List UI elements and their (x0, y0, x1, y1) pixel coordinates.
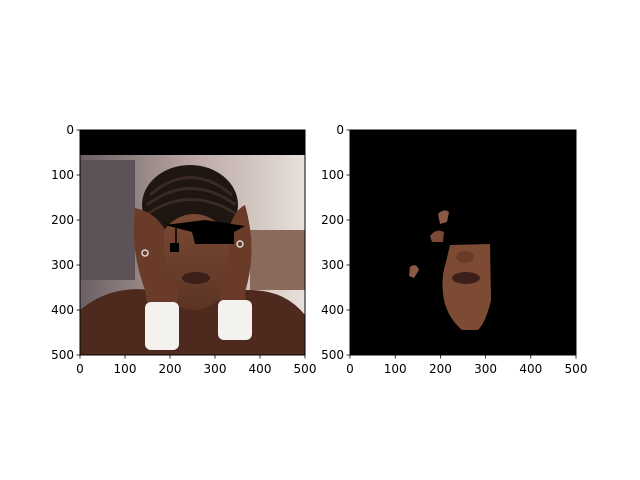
left-y-tick-label: 400 (51, 303, 74, 317)
right-y-tick-label: 0 (336, 123, 344, 137)
right-x-tick-label: 400 (519, 362, 542, 376)
mask-nose (456, 251, 474, 263)
mask-fragment (409, 265, 419, 278)
right-x-tick-label: 100 (384, 362, 407, 376)
right-x-tick-label: 500 (565, 362, 588, 376)
left-y-tick-label: 100 (51, 168, 74, 182)
mask-lips (452, 272, 480, 284)
right-x-tick-label: 0 (346, 362, 354, 376)
left-x-tick-label: 200 (159, 362, 182, 376)
right-y-tick-label: 400 (321, 303, 344, 317)
right-mask (350, 130, 576, 355)
left-x-tick-label: 0 (76, 362, 84, 376)
left-y-tick-label: 500 (51, 348, 74, 362)
mask-face (442, 244, 491, 330)
left-axes-frame (79, 129, 306, 356)
left-x-tick-label: 400 (249, 362, 272, 376)
mask-fragment (438, 210, 449, 224)
right-y-tick-label: 100 (321, 168, 344, 182)
right-y-tick-label: 300 (321, 258, 344, 272)
right-x-tick-label: 200 (429, 362, 452, 376)
left-x-tick-label: 300 (204, 362, 227, 376)
right-axes-frame (349, 129, 577, 356)
left-y-tick-label: 0 (66, 123, 74, 137)
left-x-tick-label: 100 (114, 362, 137, 376)
right-y-tick-label: 500 (321, 348, 344, 362)
left-y-tick-label: 200 (51, 213, 74, 227)
right-x-tick-label: 300 (474, 362, 497, 376)
mask-fragment (430, 230, 444, 242)
right-y-tick-label: 200 (321, 213, 344, 227)
left-photo (80, 130, 305, 355)
left-y-tick-label: 300 (51, 258, 74, 272)
left-x-tick-label: 500 (294, 362, 317, 376)
